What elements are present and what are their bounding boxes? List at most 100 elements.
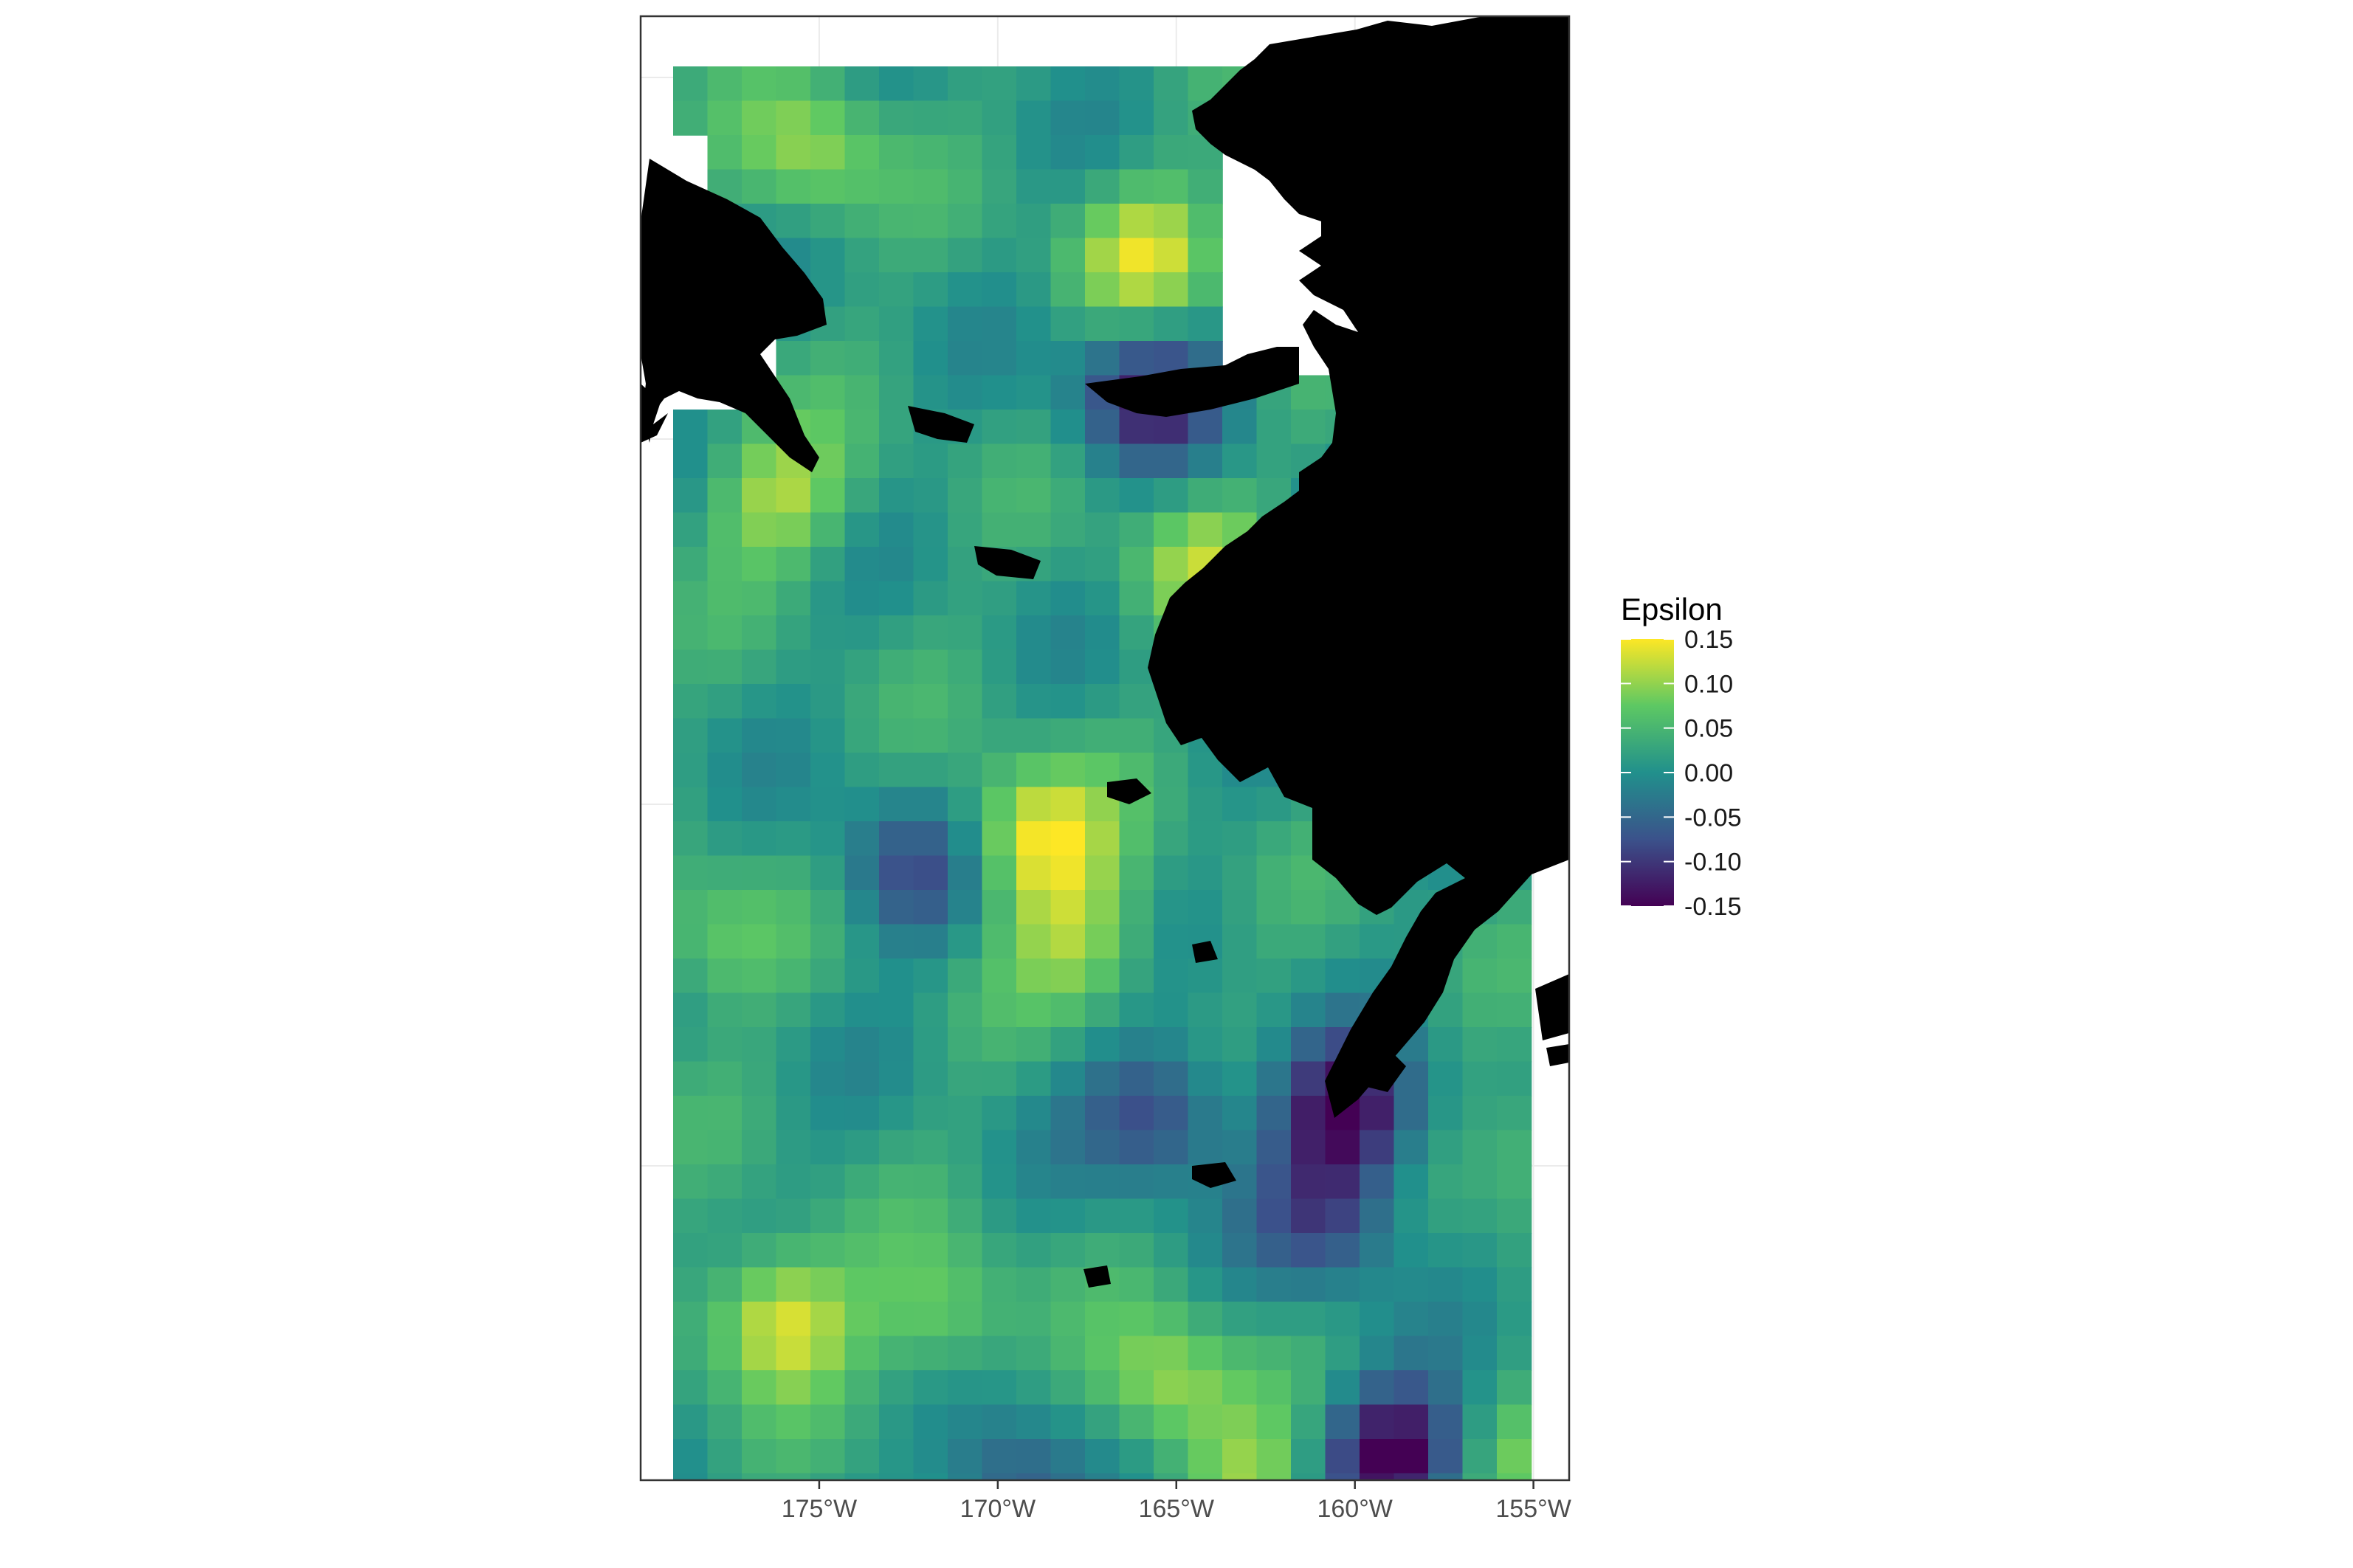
epsilon-tile xyxy=(1016,512,1052,548)
epsilon-tile xyxy=(982,1336,1017,1371)
epsilon-tile xyxy=(1256,1473,1292,1480)
epsilon-tile xyxy=(1050,238,1086,273)
epsilon-tile xyxy=(844,1164,880,1200)
epsilon-tile xyxy=(948,135,983,170)
epsilon-tile xyxy=(673,512,709,548)
epsilon-tile xyxy=(1016,684,1052,719)
epsilon-tile xyxy=(1154,1233,1189,1268)
epsilon-tile xyxy=(844,924,880,959)
epsilon-tile xyxy=(1462,1164,1498,1200)
epsilon-tile xyxy=(913,1473,948,1480)
epsilon-tile xyxy=(776,1027,811,1063)
epsilon-tile xyxy=(982,1302,1017,1337)
epsilon-tile xyxy=(913,581,948,616)
epsilon-tile xyxy=(707,1336,743,1371)
epsilon-tile xyxy=(1222,443,1258,479)
epsilon-tile xyxy=(913,375,948,410)
epsilon-tile xyxy=(948,924,983,959)
epsilon-tile xyxy=(844,1370,880,1406)
epsilon-tile xyxy=(1222,1370,1258,1406)
epsilon-tile xyxy=(1462,1302,1498,1337)
epsilon-tile xyxy=(1085,1370,1120,1406)
epsilon-tile xyxy=(742,1130,777,1165)
epsilon-tile xyxy=(1050,1061,1086,1096)
epsilon-tile xyxy=(707,924,743,959)
epsilon-tile xyxy=(982,478,1017,514)
epsilon-tile xyxy=(879,478,914,514)
epsilon-tile xyxy=(1222,890,1258,925)
epsilon-tile xyxy=(1291,410,1326,445)
epsilon-tile xyxy=(810,66,846,102)
epsilon-tile xyxy=(1291,1267,1326,1302)
x-axis-tick-label: 155°W xyxy=(1495,1495,1571,1523)
epsilon-tile xyxy=(913,238,948,273)
epsilon-tile xyxy=(913,718,948,753)
epsilon-tile xyxy=(913,547,948,582)
plot-panel xyxy=(639,15,1571,1482)
epsilon-tile xyxy=(1050,341,1086,376)
epsilon-tile xyxy=(742,478,777,514)
epsilon-tile xyxy=(810,1233,846,1268)
epsilon-tile xyxy=(810,1404,846,1440)
epsilon-tile xyxy=(742,1233,777,1268)
epsilon-tile xyxy=(707,615,743,651)
epsilon-tile xyxy=(1119,684,1154,719)
epsilon-tile xyxy=(810,581,846,616)
epsilon-tile xyxy=(742,924,777,959)
epsilon-tile xyxy=(707,1233,743,1268)
epsilon-tile xyxy=(1154,547,1189,582)
epsilon-tile xyxy=(776,1233,811,1268)
epsilon-tile xyxy=(844,787,880,822)
epsilon-tile xyxy=(913,1164,948,1200)
epsilon-tile xyxy=(810,1096,846,1131)
epsilon-tile xyxy=(673,547,709,582)
epsilon-tile xyxy=(742,66,777,102)
epsilon-tile xyxy=(879,204,914,239)
epsilon-tile xyxy=(844,135,880,170)
epsilon-tile xyxy=(1222,1267,1258,1302)
epsilon-tile xyxy=(742,135,777,170)
epsilon-tile xyxy=(1222,1027,1258,1063)
epsilon-tile xyxy=(1085,410,1120,445)
epsilon-tile xyxy=(879,1336,914,1371)
epsilon-tile xyxy=(742,1336,777,1371)
epsilon-tile xyxy=(1154,1130,1189,1165)
epsilon-tile xyxy=(707,718,743,753)
epsilon-tile xyxy=(673,1130,709,1165)
epsilon-tile xyxy=(1325,1164,1360,1200)
epsilon-tile xyxy=(742,443,777,479)
epsilon-tile xyxy=(982,890,1017,925)
epsilon-tile xyxy=(879,581,914,616)
epsilon-tile xyxy=(707,855,743,891)
epsilon-tile xyxy=(1154,272,1189,308)
epsilon-tile xyxy=(1222,410,1258,445)
epsilon-tile xyxy=(1050,1267,1086,1302)
epsilon-tile xyxy=(673,1061,709,1096)
epsilon-tile xyxy=(1016,1404,1052,1440)
epsilon-tile xyxy=(1188,169,1223,204)
epsilon-tile xyxy=(1393,1473,1429,1480)
epsilon-tile xyxy=(948,478,983,514)
epsilon-tile xyxy=(1360,1439,1395,1474)
epsilon-tile xyxy=(1462,1130,1498,1165)
epsilon-tile xyxy=(982,443,1017,479)
epsilon-tile xyxy=(913,512,948,548)
epsilon-tile xyxy=(982,959,1017,994)
epsilon-tile xyxy=(879,169,914,204)
epsilon-tile xyxy=(1016,649,1052,685)
epsilon-tile xyxy=(1119,924,1154,959)
epsilon-tile xyxy=(879,1164,914,1200)
epsilon-tile xyxy=(742,753,777,788)
epsilon-tile xyxy=(742,615,777,651)
legend-title: Epsilon xyxy=(1621,592,1723,626)
epsilon-tile xyxy=(948,1439,983,1474)
epsilon-tile xyxy=(1256,855,1292,891)
epsilon-tile xyxy=(1016,1198,1052,1234)
epsilon-tile xyxy=(913,1302,948,1337)
epsilon-tile xyxy=(948,1027,983,1063)
epsilon-tile xyxy=(1222,1439,1258,1474)
epsilon-tile xyxy=(810,169,846,204)
epsilon-tile xyxy=(948,787,983,822)
epsilon-tile xyxy=(948,1404,983,1440)
epsilon-tile xyxy=(1222,924,1258,959)
